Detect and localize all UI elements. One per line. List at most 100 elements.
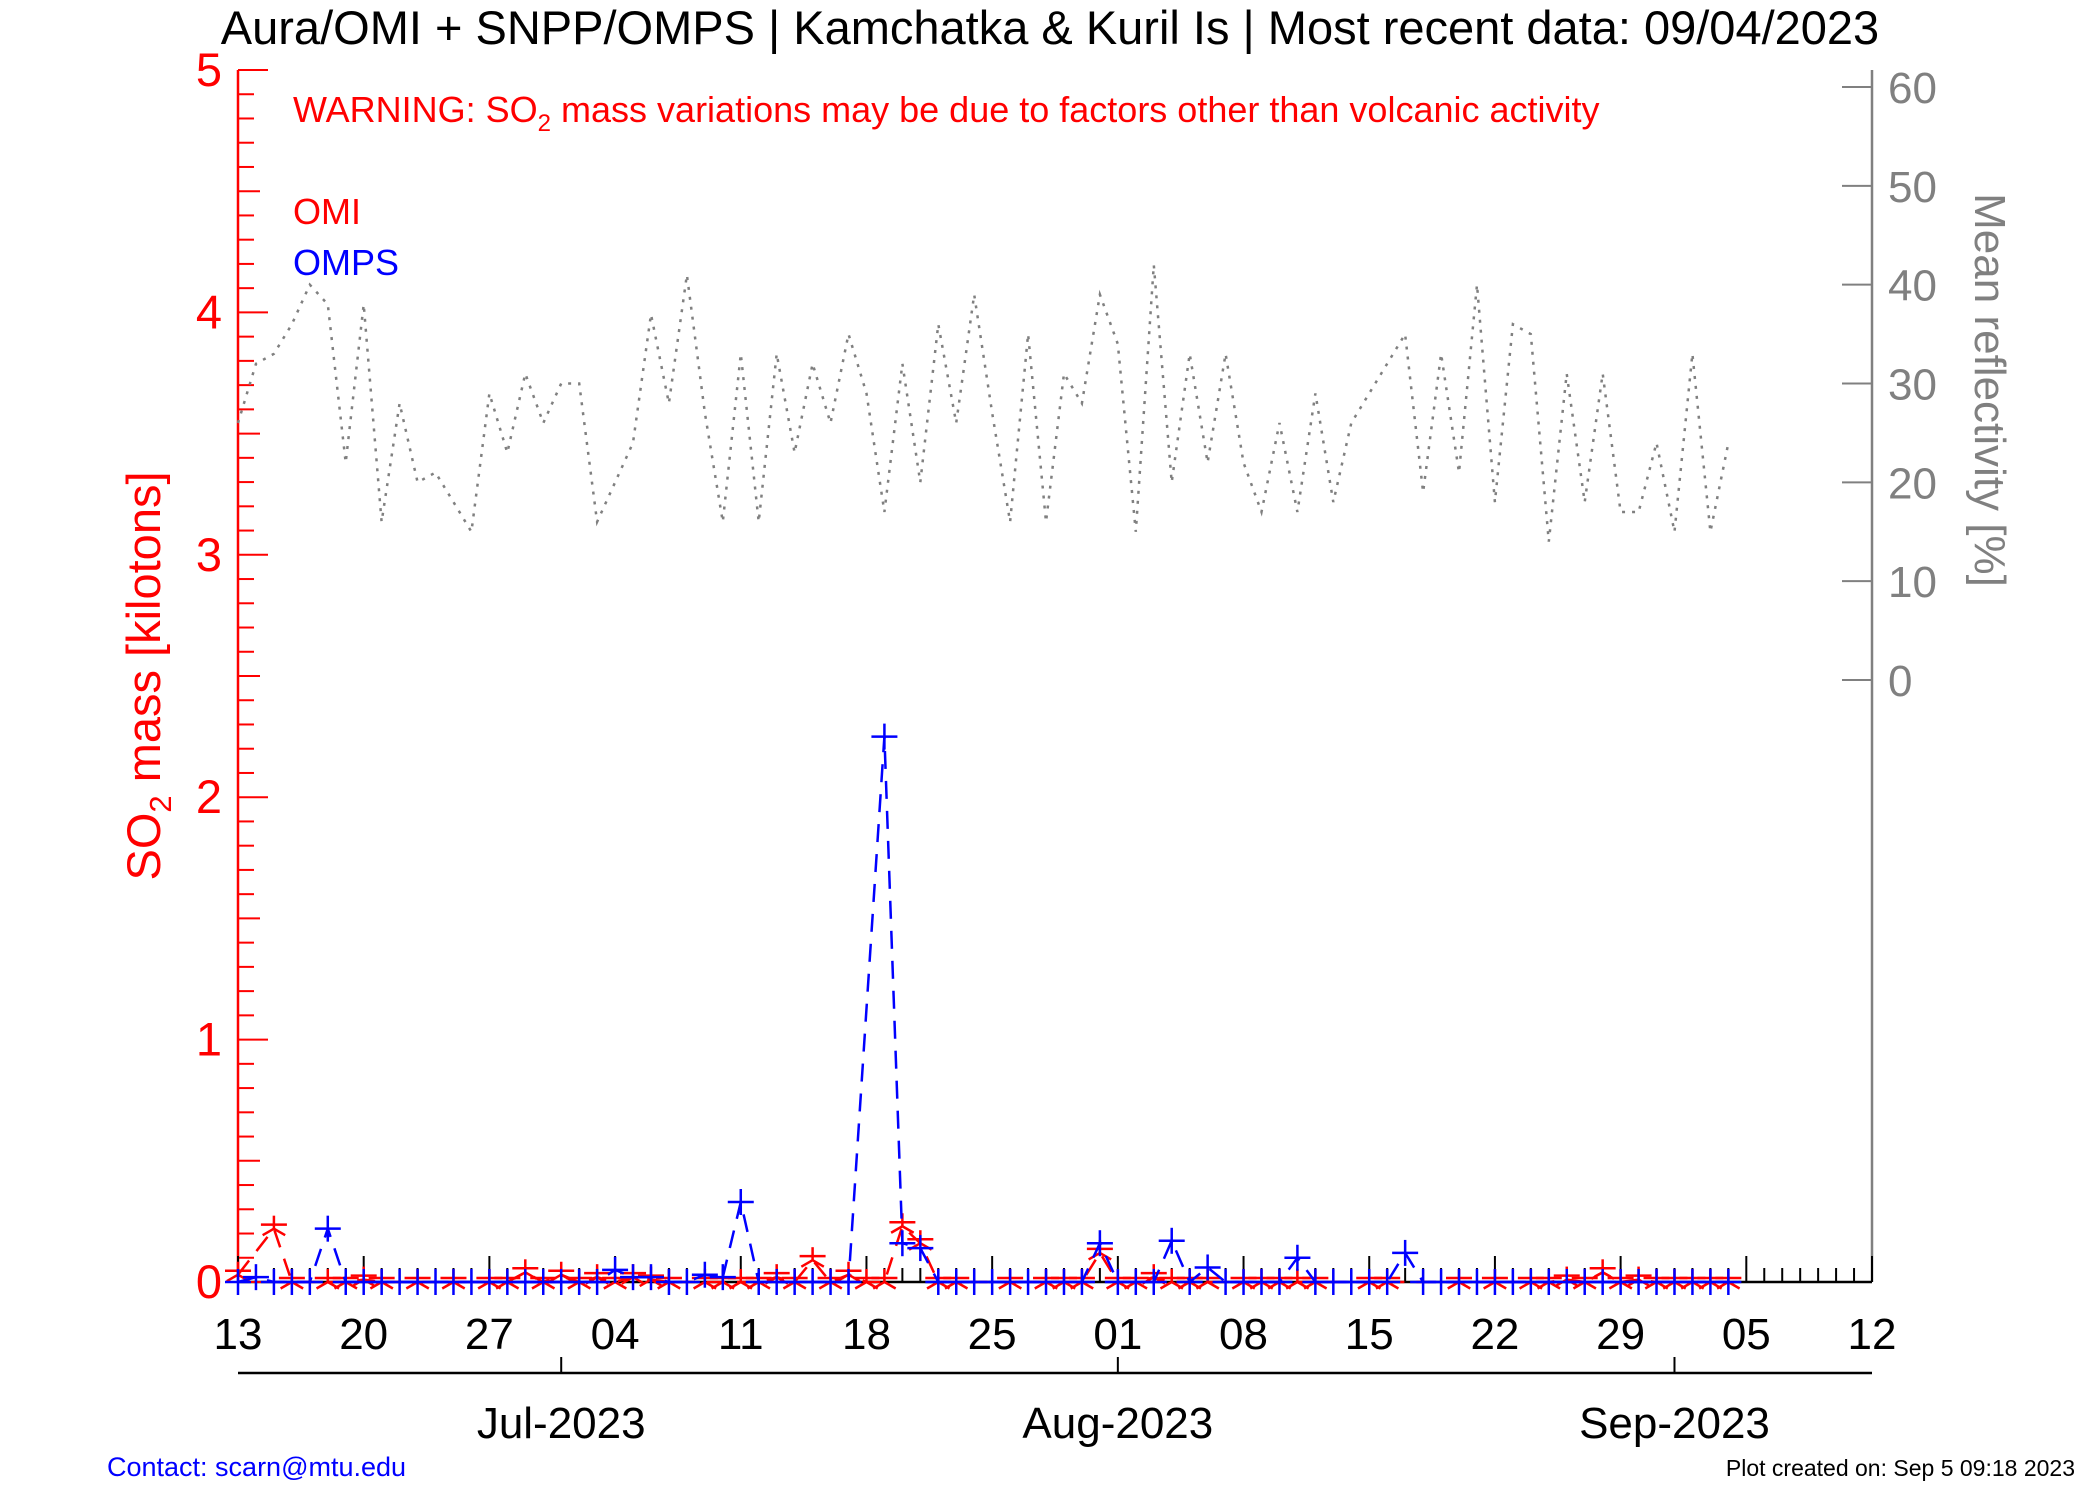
left-axis-label: SO2 mass [kilotons] [117, 471, 178, 880]
x-tick-label: 20 [339, 1310, 388, 1359]
created-text: Plot created on: Sep 5 09:18 2023 [1726, 1455, 2075, 1481]
marker-arm [728, 1280, 742, 1290]
marker-arm [639, 1278, 652, 1288]
marker-arm [273, 1227, 286, 1237]
marker-arm [890, 1225, 903, 1234]
omps-point [709, 1264, 736, 1291]
omps-point [637, 1264, 664, 1291]
omps-point [871, 723, 898, 750]
legend-omi: OMI [293, 191, 361, 232]
left-tick-label: 4 [196, 285, 222, 338]
omps-point [673, 1269, 700, 1295]
omps-point [691, 1261, 718, 1288]
x-tick-label: 18 [842, 1310, 891, 1359]
omps-point [1140, 1269, 1167, 1295]
marker-arm [836, 1273, 850, 1283]
omi-line [237, 1223, 1729, 1284]
left-axis-label-prefix: SO [117, 813, 170, 881]
month-tick-label: Sep-2023 [1579, 1399, 1770, 1448]
omps-point [584, 1269, 611, 1295]
marker-arm [854, 1280, 868, 1290]
marker-arm [549, 1273, 562, 1283]
marker-arm [1285, 1280, 1299, 1290]
left-tick-label: 5 [196, 43, 222, 96]
omps-point [889, 1230, 916, 1257]
x-tick-label: 08 [1219, 1310, 1268, 1359]
marker-arm [692, 1280, 706, 1290]
marker-arm [811, 1259, 825, 1268]
left-tick-label: 0 [196, 1255, 222, 1308]
legend-omps: OMPS [293, 242, 399, 283]
omps-point [314, 1215, 341, 1242]
omps-point [602, 1256, 629, 1283]
x-tick-label: 29 [1596, 1310, 1645, 1359]
month-tick-label: Aug-2023 [1022, 1399, 1213, 1448]
omps-point [1194, 1254, 1221, 1281]
right-tick-label: 0 [1888, 657, 1912, 706]
marker-arm [1207, 1280, 1220, 1290]
marker-arm [901, 1225, 915, 1234]
omps-point [1068, 1269, 1095, 1295]
marker-arm [710, 1280, 724, 1290]
marker-arm [226, 1273, 239, 1283]
month-axis-ticks: Jul-2023 Aug-2023 Sep-2023 [477, 1357, 1770, 1448]
omps-point [907, 1235, 934, 1262]
left-axis-ticks: 0 1 2 3 4 5 [196, 43, 268, 1308]
x-tick-label: 11 [718, 1310, 764, 1359]
marker-arm [603, 1280, 616, 1290]
x-tick-label: 27 [465, 1310, 514, 1359]
omps-point [1392, 1239, 1419, 1266]
x-tick-label: 01 [1093, 1310, 1142, 1359]
omps-point [242, 1264, 269, 1291]
omps-point [1266, 1269, 1293, 1295]
omps-point [225, 1269, 251, 1295]
omi-point [871, 1269, 898, 1290]
warning-subscript: 2 [538, 110, 551, 137]
x-tick-label: 13 [214, 1310, 263, 1359]
left-tick-label: 2 [196, 770, 222, 823]
right-tick-label: 30 [1888, 361, 1937, 410]
warning-suffix: mass variations may be due to factors ot… [551, 89, 1599, 130]
x-tick-label: 15 [1345, 1310, 1394, 1359]
chart-title: Aura/OMI + SNPP/OMPS | Kamchatka & Kuril… [221, 1, 1879, 54]
x-tick-label: 12 [1848, 1310, 1897, 1359]
x-tick-label: 22 [1470, 1310, 1519, 1359]
marker-arm [1159, 1280, 1173, 1290]
x-tick-label: 05 [1722, 1310, 1771, 1359]
marker-arm [614, 1280, 627, 1290]
left-axis-label-suffix: mass [kilotons] [117, 471, 170, 795]
left-tick-label: 1 [196, 1013, 222, 1066]
left-axis-label-sub: 2 [143, 795, 178, 812]
omi-point [260, 1215, 287, 1237]
marker-arm [872, 1280, 886, 1290]
right-tick-label: 10 [1888, 558, 1937, 607]
marker-arm [1590, 1271, 1604, 1280]
marker-arm [513, 1271, 526, 1280]
x-axis-ticks: 13 20 27 04 11 18 25 01 08 15 22 29 05 12 [214, 1256, 1897, 1359]
omps-point [1284, 1244, 1311, 1271]
left-tick-label: 3 [196, 528, 222, 581]
omps-point [1374, 1269, 1401, 1295]
omi-point [799, 1247, 826, 1268]
omps-point [1176, 1269, 1203, 1295]
marker-arm [262, 1227, 275, 1237]
right-tick-label: 50 [1888, 163, 1937, 212]
marker-arm [883, 1280, 897, 1290]
month-tick-label: Jul-2023 [477, 1399, 646, 1448]
warning-text: WARNING: SO2 mass variations may be due … [293, 89, 1600, 137]
right-tick-label: 40 [1888, 262, 1937, 311]
right-axis-label: Mean reflectivity [%] [1965, 193, 2014, 587]
right-tick-label: 60 [1888, 64, 1937, 113]
marker-arm [800, 1259, 814, 1268]
marker-arm [1195, 1280, 1209, 1290]
mean-reflectivity-line [236, 264, 1730, 542]
omps-point [296, 1269, 323, 1295]
omps-point [1715, 1269, 1742, 1295]
right-axis-ticks: 0 10 20 30 40 50 60 [1842, 64, 1937, 706]
omps-point [1086, 1230, 1113, 1257]
warning-prefix: WARNING: SO [293, 89, 538, 130]
x-tick-label: 25 [968, 1310, 1017, 1359]
right-tick-label: 20 [1888, 459, 1937, 508]
omps-line [237, 736, 1729, 1285]
